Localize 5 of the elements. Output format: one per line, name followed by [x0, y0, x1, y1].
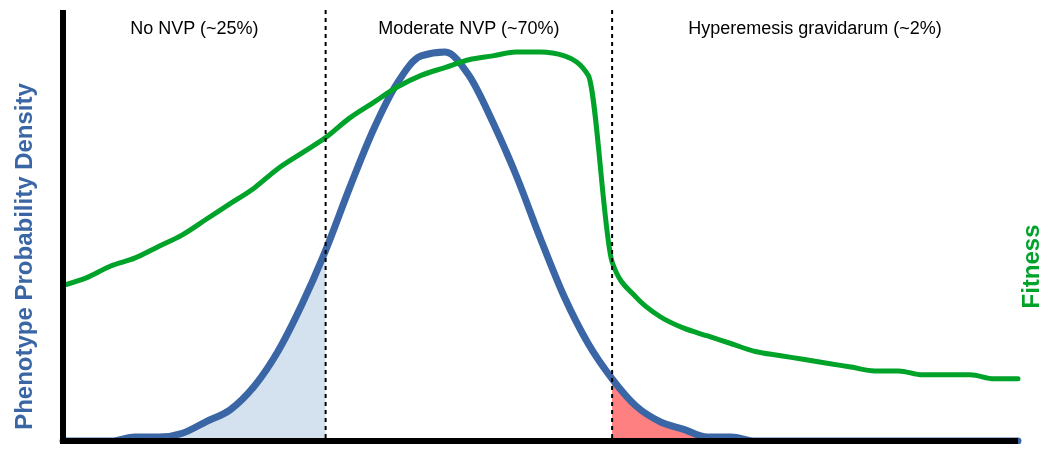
y-axis-title: Phenotype Probability Density — [10, 82, 37, 430]
text: No NVP (~25%) — [130, 18, 259, 38]
text: Moderate NVP (~70%) — [378, 18, 560, 38]
y2-axis-title: Fitness — [1017, 224, 1044, 309]
text: Hyperemesis gravidarum (~2%) — [688, 18, 942, 38]
